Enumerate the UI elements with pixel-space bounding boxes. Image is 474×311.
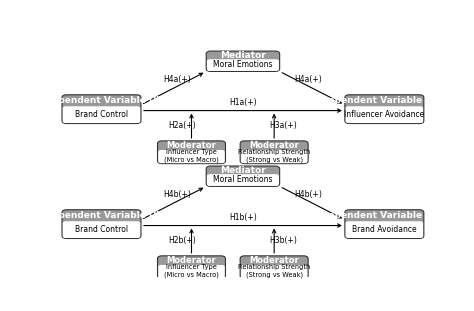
FancyBboxPatch shape — [158, 265, 225, 278]
Text: H1a(+): H1a(+) — [229, 98, 257, 107]
Text: H2a(+): H2a(+) — [168, 121, 196, 130]
Text: H3a(+): H3a(+) — [269, 121, 297, 130]
Text: Mediator: Mediator — [220, 51, 266, 60]
Text: Relationship Strength
(Strong vs Weak): Relationship Strength (Strong vs Weak) — [238, 264, 310, 278]
Text: H4a(+): H4a(+) — [295, 75, 322, 84]
Text: Moderator: Moderator — [167, 141, 216, 150]
Text: Independent Variable (IV): Independent Variable (IV) — [36, 211, 167, 220]
Text: H4a(+): H4a(+) — [164, 75, 191, 84]
FancyBboxPatch shape — [346, 221, 423, 238]
Text: Influencer Type
(Micro vs Macro): Influencer Type (Micro vs Macro) — [164, 264, 219, 278]
FancyBboxPatch shape — [157, 256, 226, 279]
FancyBboxPatch shape — [206, 166, 280, 186]
Text: Moral Emotions: Moral Emotions — [213, 175, 273, 184]
FancyBboxPatch shape — [241, 150, 308, 163]
Text: Dependent Variable (DV): Dependent Variable (DV) — [321, 96, 448, 105]
Text: Independent Variable (IV): Independent Variable (IV) — [36, 96, 167, 105]
Text: Influencer Type
(Micro vs Macro): Influencer Type (Micro vs Macro) — [164, 149, 219, 163]
Text: Relationship Strength
(Strong vs Weak): Relationship Strength (Strong vs Weak) — [238, 149, 310, 163]
FancyBboxPatch shape — [62, 95, 141, 123]
FancyBboxPatch shape — [63, 106, 140, 123]
FancyBboxPatch shape — [207, 59, 279, 71]
Text: H4b(+): H4b(+) — [295, 190, 322, 199]
FancyBboxPatch shape — [346, 106, 423, 123]
FancyBboxPatch shape — [157, 141, 226, 164]
Text: Brand Control: Brand Control — [75, 225, 128, 234]
Text: Brand Avoidance: Brand Avoidance — [352, 225, 417, 234]
FancyBboxPatch shape — [158, 150, 225, 163]
Text: Mediator: Mediator — [220, 165, 266, 174]
FancyBboxPatch shape — [345, 210, 424, 239]
FancyBboxPatch shape — [206, 51, 280, 72]
FancyBboxPatch shape — [240, 256, 308, 279]
Text: Moderator: Moderator — [167, 256, 216, 265]
Text: H4b(+): H4b(+) — [164, 190, 191, 199]
Text: Dependent Variable (DV): Dependent Variable (DV) — [321, 211, 448, 220]
Text: H1b(+): H1b(+) — [229, 213, 257, 222]
Text: H3b(+): H3b(+) — [269, 236, 297, 245]
FancyBboxPatch shape — [62, 210, 141, 239]
FancyBboxPatch shape — [240, 141, 308, 164]
FancyBboxPatch shape — [207, 174, 279, 186]
Text: Brand Control: Brand Control — [75, 110, 128, 119]
FancyBboxPatch shape — [241, 265, 308, 278]
Text: Moderator: Moderator — [249, 256, 299, 265]
Text: Moral Emotions: Moral Emotions — [213, 60, 273, 69]
FancyBboxPatch shape — [63, 221, 140, 238]
Text: Influencer Avoidance: Influencer Avoidance — [344, 110, 425, 119]
Text: H2b(+): H2b(+) — [168, 236, 196, 245]
FancyBboxPatch shape — [345, 95, 424, 123]
Text: Moderator: Moderator — [249, 141, 299, 150]
